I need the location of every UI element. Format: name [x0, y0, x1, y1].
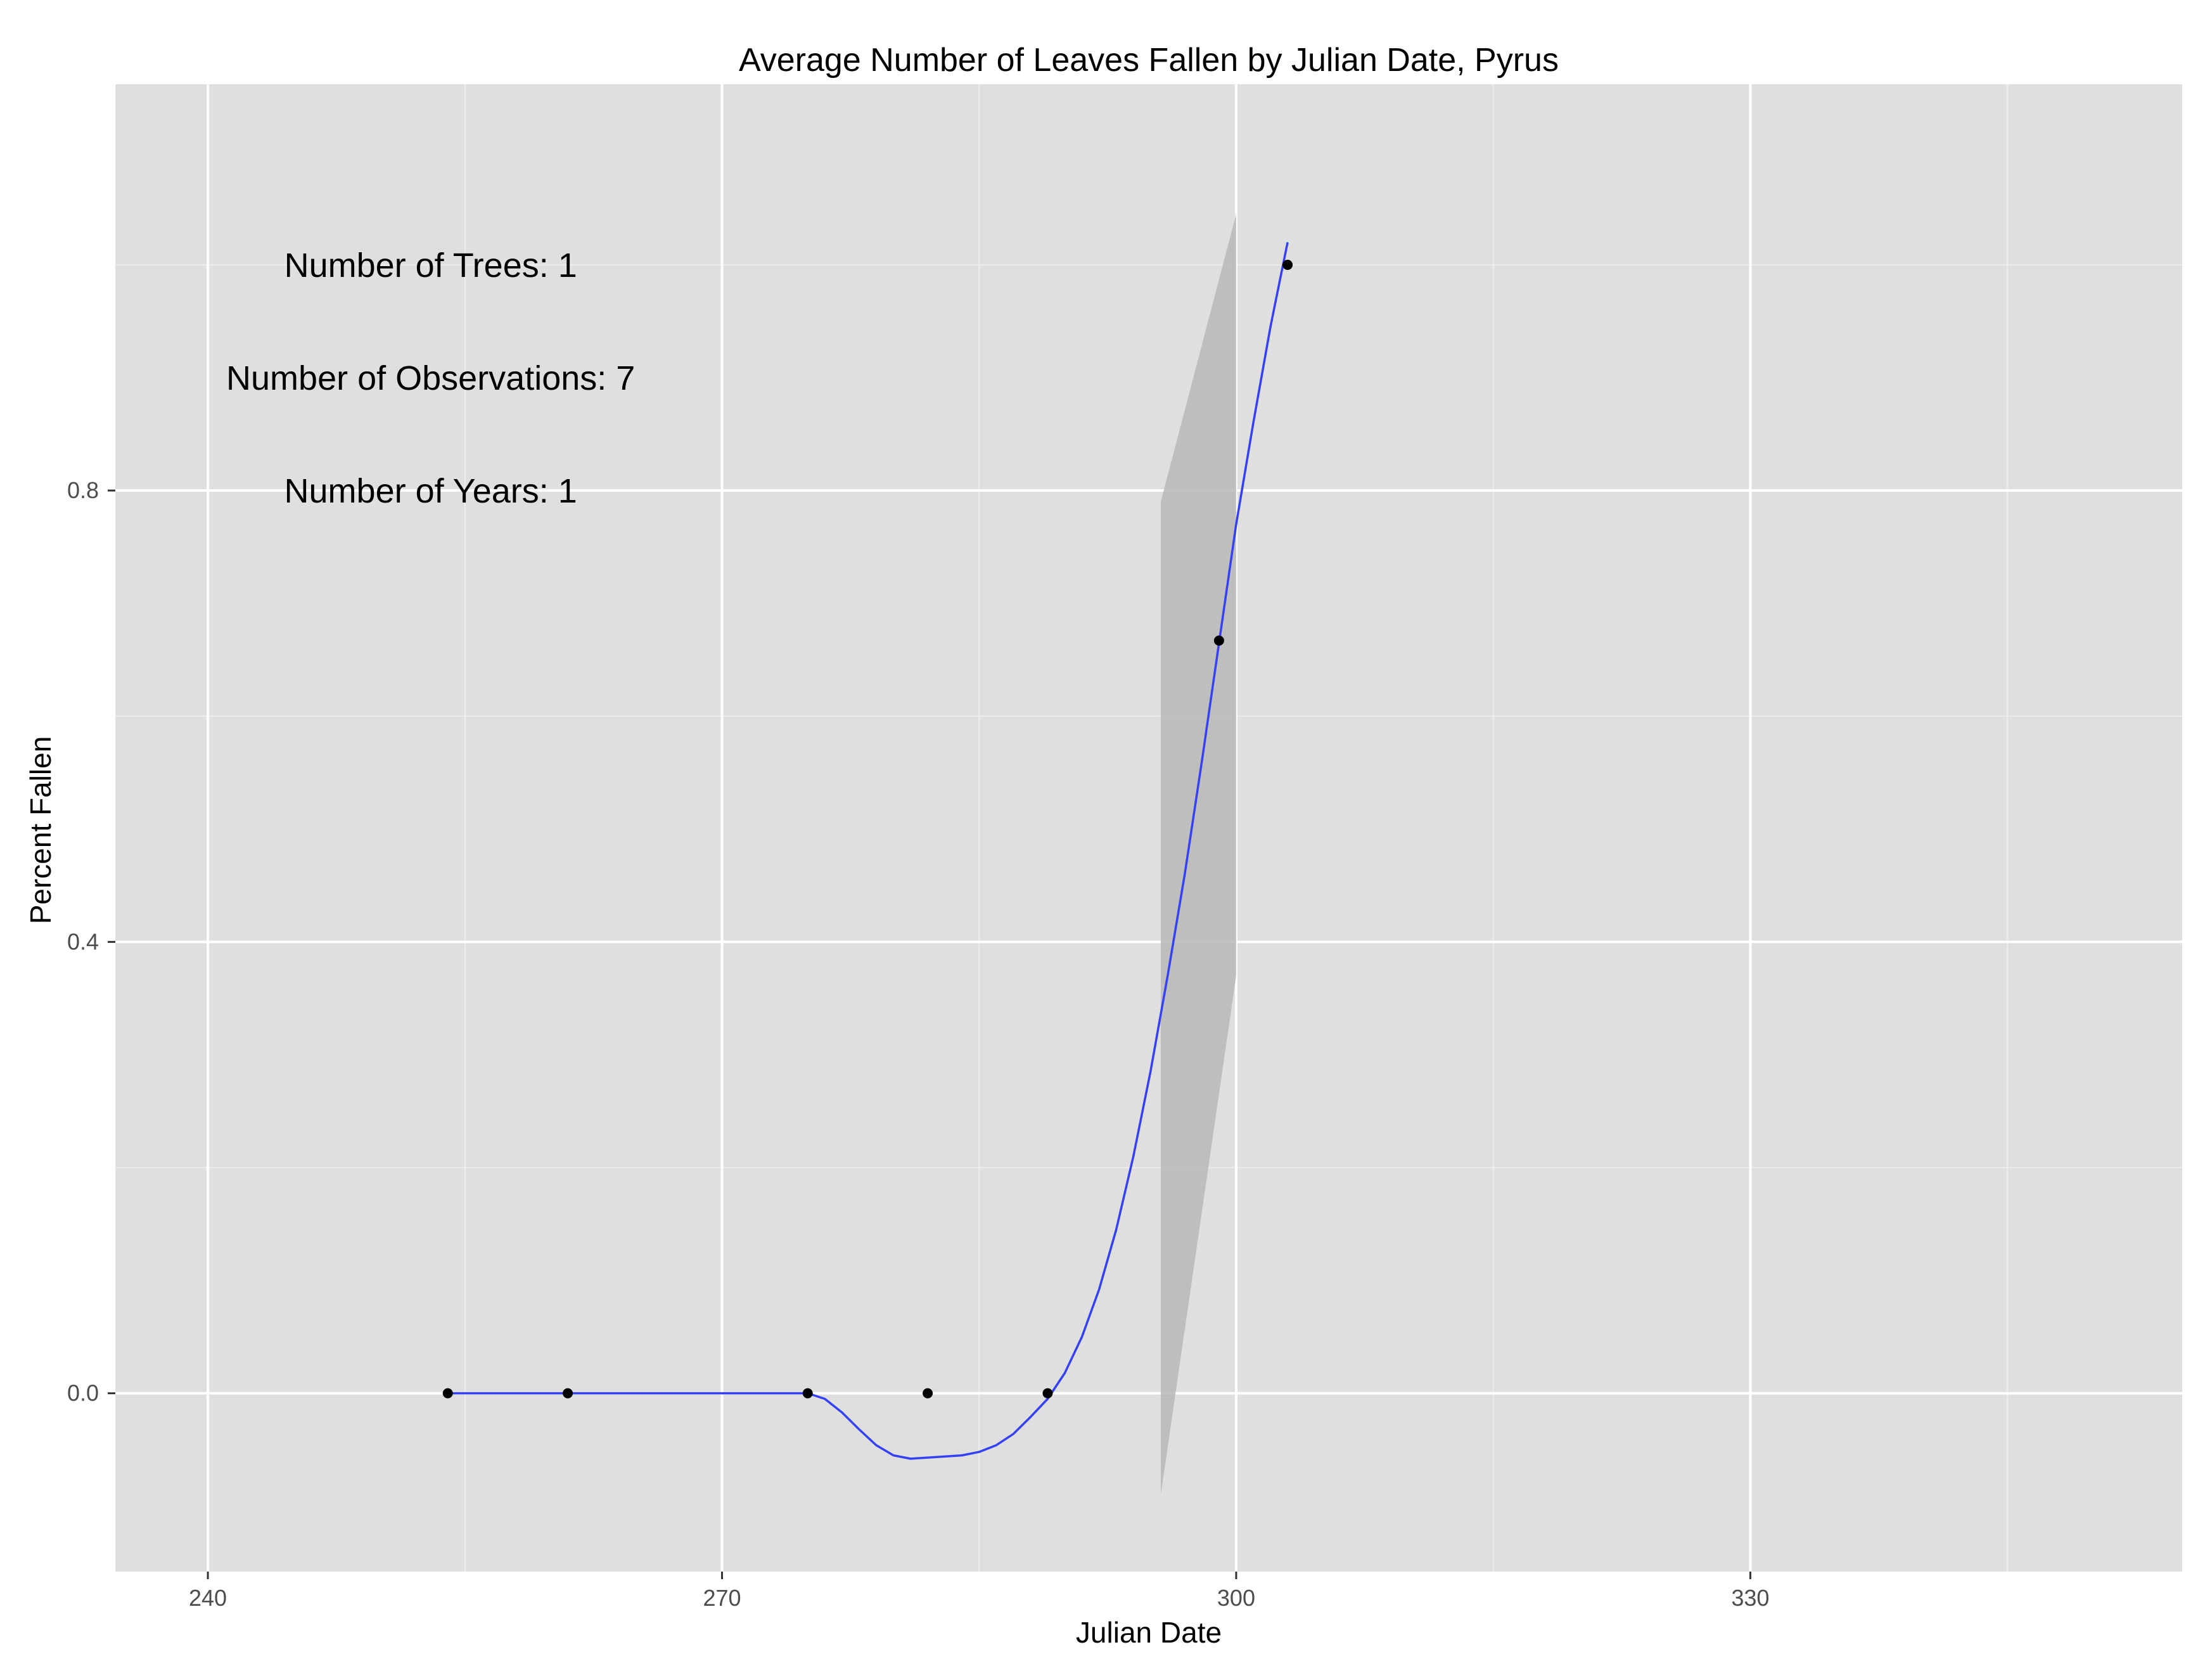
confidence-band-area: [1160, 214, 1236, 1495]
x-axis-label: Julian Date: [1076, 1616, 1222, 1649]
data-point: [563, 1388, 573, 1399]
data-points: [442, 259, 1293, 1399]
y-axis: 0.0 0.4 0.8: [67, 477, 115, 1406]
y-tick-label: 0.8: [67, 477, 99, 503]
annotations: Number of Trees: 1 Number of Observations…: [226, 247, 635, 510]
x-tick-label: 330: [1731, 1585, 1769, 1611]
data-point: [802, 1388, 813, 1399]
data-point: [923, 1388, 933, 1399]
data-point: [1213, 635, 1224, 646]
data-point: [442, 1388, 453, 1399]
plot-panel: [115, 84, 2182, 1572]
data-point: [1282, 259, 1293, 270]
x-tick-label: 240: [189, 1585, 227, 1611]
minor-gridlines: [115, 84, 2182, 1572]
x-tick-label: 300: [1217, 1585, 1255, 1611]
annotation-text: Number of Observations: 7: [226, 359, 635, 397]
x-axis: 240 270 300 330: [189, 1572, 1769, 1611]
y-axis-label: Percent Fallen: [24, 736, 57, 925]
annotation-text: Number of Years: 1: [284, 472, 577, 510]
annotation-text: Number of Trees: 1: [284, 247, 577, 285]
confidence-band: [1160, 214, 1236, 1495]
smooth-line-path: [447, 241, 1289, 1460]
data-point: [1042, 1388, 1053, 1399]
chart-title: Average Number of Leaves Fallen by Julia…: [739, 42, 1559, 79]
y-tick-label: 0.4: [67, 928, 99, 954]
smooth-line: [447, 241, 1289, 1460]
y-tick-label: 0.0: [67, 1380, 99, 1406]
x-tick-label: 270: [703, 1585, 741, 1611]
